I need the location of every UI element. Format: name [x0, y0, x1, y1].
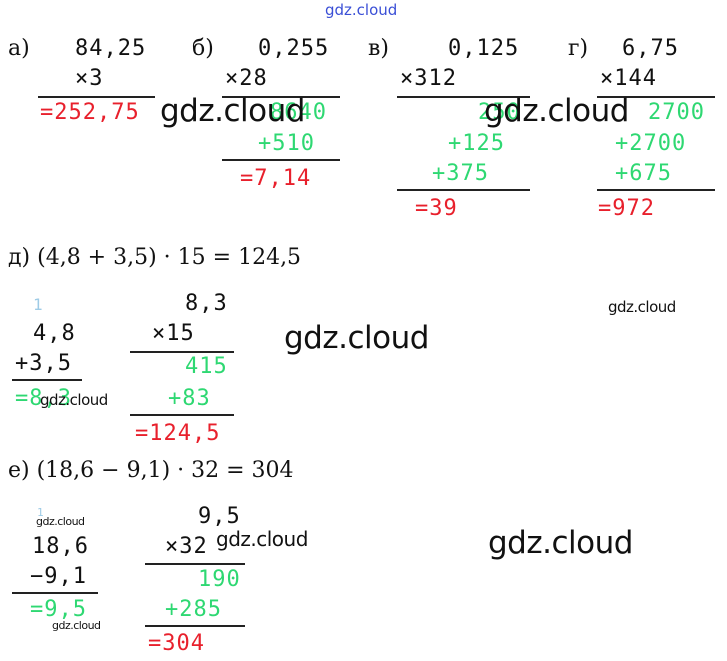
- multiplier: ×15: [152, 321, 195, 346]
- operand: 0,255: [258, 36, 330, 61]
- rule: [222, 159, 340, 161]
- multiplier: ×32: [165, 534, 208, 559]
- watermark: gdz.cloud: [36, 515, 85, 528]
- operand: 84,25: [75, 36, 147, 61]
- partial: 415: [185, 354, 228, 379]
- watermark: gdz.cloud: [216, 527, 308, 551]
- partial: +2700: [615, 131, 687, 156]
- watermark: gdz.cloud: [488, 525, 633, 561]
- partial: 190: [198, 567, 241, 592]
- operand: 6,75: [622, 36, 679, 61]
- rule: [397, 96, 530, 98]
- rule: [130, 351, 234, 353]
- result: =39: [415, 196, 458, 221]
- header-watermark: gdz.cloud: [325, 1, 398, 19]
- multiplier: ×3: [75, 66, 104, 91]
- result: =304: [148, 631, 205, 656]
- rule: [597, 96, 715, 98]
- rule: [130, 414, 234, 416]
- rule: [145, 625, 245, 627]
- partial: +675: [615, 161, 672, 186]
- partial: +375: [432, 161, 489, 186]
- operand: 18,6: [32, 534, 89, 559]
- watermark: gdz.cloud: [160, 93, 305, 129]
- expression: е) (18,6 − 9,1) · 32 = 304: [8, 458, 294, 483]
- partial: +125: [448, 131, 505, 156]
- operand: +3,5: [15, 351, 72, 376]
- watermark: gdz.cloud: [484, 93, 629, 129]
- partial: 250: [478, 100, 521, 125]
- rule: [397, 189, 530, 191]
- problem-label: б): [192, 36, 214, 61]
- watermark: gdz.cloud: [284, 320, 429, 356]
- operand: 8,3: [185, 291, 228, 316]
- result: =124,5: [135, 421, 221, 446]
- watermark: gdz.cloud: [52, 619, 101, 632]
- rule: [145, 563, 245, 565]
- multiplier: ×144: [600, 66, 657, 91]
- watermark: gdz.cloud: [608, 298, 676, 316]
- rule: [12, 592, 98, 594]
- rule: [12, 379, 82, 381]
- carry: 1: [37, 506, 45, 519]
- problem-label: а): [8, 36, 30, 61]
- result: =972: [598, 196, 655, 221]
- partial: 2700: [648, 100, 705, 125]
- expression: д) (4,8 + 3,5) · 15 = 124,5: [8, 245, 302, 270]
- partial: +285: [165, 597, 222, 622]
- operand: 9,5: [198, 504, 241, 529]
- carry: 1: [33, 295, 44, 314]
- rule: [38, 96, 155, 98]
- operand: 4,8: [33, 321, 76, 346]
- result: =252,75: [40, 100, 140, 125]
- multiplier: ×312: [400, 66, 457, 91]
- watermark: gdz.cloud: [40, 391, 108, 409]
- partial: 8640: [270, 100, 327, 125]
- partial: +83: [168, 386, 211, 411]
- result: =7,14: [240, 166, 312, 191]
- result: =9,5: [30, 597, 87, 622]
- result: =8,3: [15, 386, 72, 411]
- multiplier: ×28: [225, 66, 268, 91]
- problem-label: г): [568, 36, 589, 61]
- rule: [597, 189, 715, 191]
- operand: 0,125: [448, 36, 520, 61]
- problem-label: в): [368, 36, 389, 61]
- operand: −9,1: [30, 564, 87, 589]
- partial: +510: [258, 131, 315, 156]
- rule: [222, 96, 340, 98]
